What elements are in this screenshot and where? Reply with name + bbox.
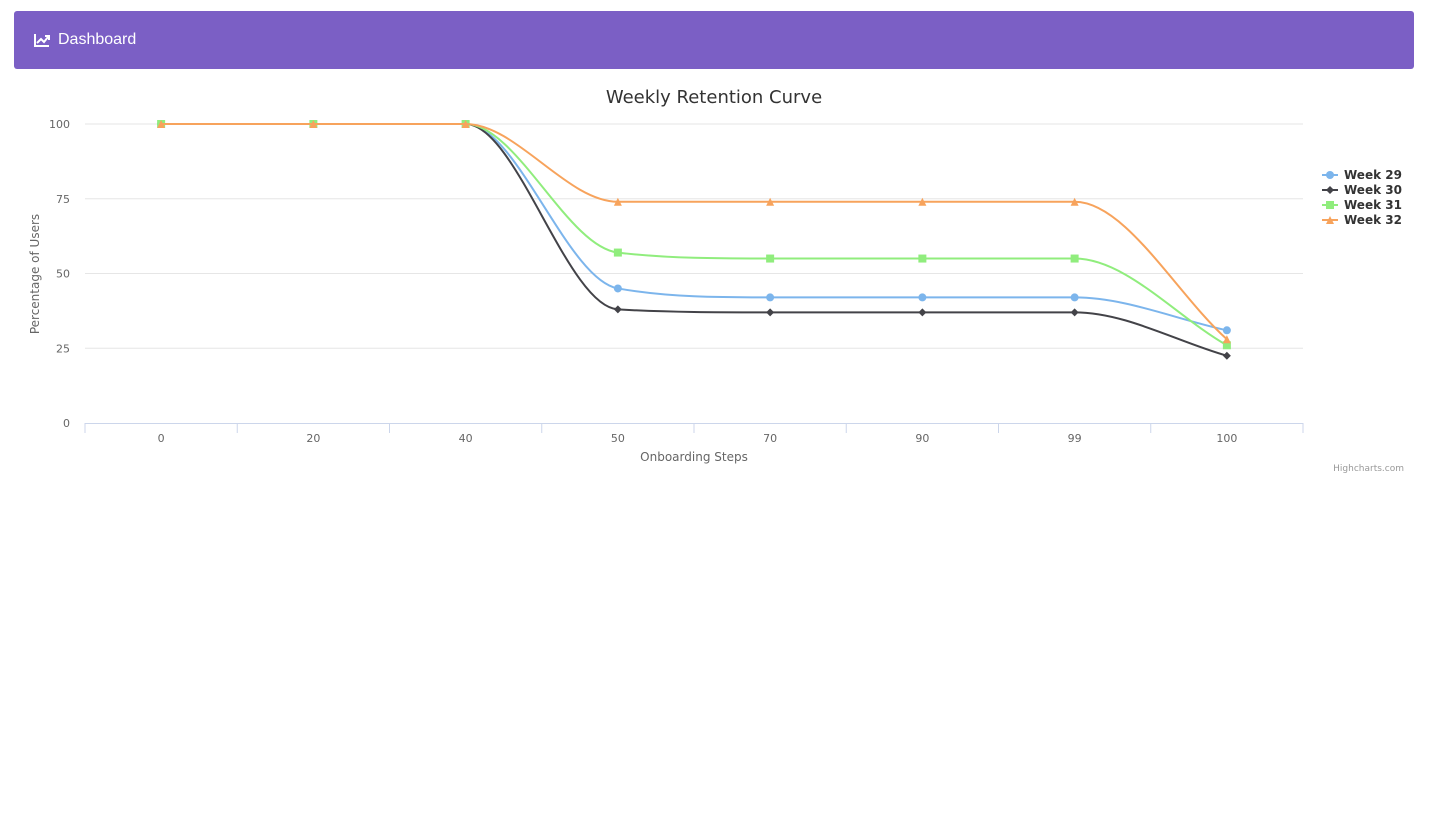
legend-label: Week 31	[1344, 197, 1402, 212]
legend-marker-circle	[1326, 170, 1334, 179]
x-tick-label: 90	[915, 432, 929, 445]
data-point-square[interactable]	[1070, 254, 1079, 263]
data-point-triangle[interactable]	[309, 120, 318, 128]
data-point-square[interactable]	[766, 254, 775, 263]
data-point-diamond[interactable]	[1222, 351, 1231, 360]
x-tick-label: 40	[459, 432, 473, 445]
y-tick-label: 25	[56, 342, 70, 355]
data-point-triangle[interactable]	[157, 120, 166, 128]
data-point-square[interactable]	[918, 254, 927, 263]
top-navbar: Dashboard	[14, 11, 1414, 69]
chart-legend: Week 29 Week 30 Week 31 Week 32	[1322, 167, 1422, 227]
legend-symbol	[1322, 200, 1338, 209]
data-point-circle[interactable]	[1222, 326, 1231, 335]
legend-label: Week 30	[1344, 182, 1402, 197]
series-week-31	[157, 120, 1231, 350]
legend-marker-triangle	[1326, 215, 1334, 224]
y-tick-label: 75	[56, 193, 70, 206]
y-tick-label: 0	[63, 417, 70, 430]
legend-label: Week 32	[1344, 212, 1402, 227]
legend-label: Week 29	[1344, 167, 1402, 182]
legend-item-week-31[interactable]: Week 31	[1322, 197, 1422, 212]
legend-symbol	[1322, 170, 1338, 179]
data-point-triangle[interactable]	[918, 197, 927, 206]
highcharts-credits-link[interactable]: Highcharts.com	[1333, 464, 1404, 474]
data-point-circle[interactable]	[613, 284, 622, 293]
data-point-circle[interactable]	[766, 293, 775, 302]
x-tick-label: 99	[1068, 432, 1082, 445]
data-point-diamond[interactable]	[613, 305, 622, 314]
retention-chart: Weekly Retention Curve 0 25 50 75 100 0 20 40 50…	[28, 87, 1304, 464]
series-week-30	[157, 120, 1231, 360]
series-week-32	[157, 120, 1231, 344]
legend-symbol	[1322, 185, 1338, 194]
data-point-diamond[interactable]	[766, 308, 775, 317]
legend-item-week-30[interactable]: Week 30	[1322, 182, 1422, 197]
chart-title: Weekly Retention Curve	[606, 87, 822, 108]
series-line[interactable]	[161, 123, 1228, 341]
x-tick-label: 70	[763, 432, 777, 445]
grid-lines	[85, 123, 1303, 349]
axes: 0 25 50 75 100 0 20 40 50 70 90 99 100	[49, 118, 1304, 445]
data-point-diamond[interactable]	[918, 308, 927, 317]
x-tick-label: 0	[158, 432, 165, 445]
x-tick-label: 20	[306, 432, 320, 445]
x-axis-title: Onboarding Steps	[640, 450, 748, 464]
data-point-triangle[interactable]	[613, 197, 622, 206]
series-line[interactable]	[161, 123, 1228, 332]
y-axis-title: Percentage of Users	[28, 214, 42, 334]
data-point-square[interactable]	[613, 248, 622, 257]
data-point-triangle[interactable]	[461, 120, 470, 128]
series-lines	[157, 120, 1231, 360]
legend-item-week-32[interactable]: Week 32	[1322, 212, 1422, 227]
data-point-triangle[interactable]	[1070, 197, 1079, 206]
x-tick-label: 50	[611, 432, 625, 445]
data-point-triangle[interactable]	[1222, 335, 1231, 344]
series-line[interactable]	[161, 123, 1228, 357]
y-tick-label: 50	[56, 268, 70, 281]
line-chart-icon	[34, 34, 50, 47]
x-tick-label: 100	[1216, 432, 1237, 445]
y-tick-label: 100	[49, 118, 70, 131]
legend-marker-diamond	[1326, 185, 1334, 194]
legend-marker-square	[1326, 200, 1334, 209]
dashboard-brand-link[interactable]: Dashboard	[34, 31, 136, 49]
retention-chart-container: Weekly Retention Curve 0 25 50 75 100 0 20 40 50…	[0, 80, 1434, 480]
dashboard-label: Dashboard	[58, 31, 137, 48]
data-point-diamond[interactable]	[1070, 308, 1079, 317]
data-point-triangle[interactable]	[766, 197, 775, 206]
data-point-square[interactable]	[1222, 341, 1231, 350]
data-point-circle[interactable]	[1070, 293, 1079, 302]
series-week-29	[157, 120, 1231, 335]
legend-symbol	[1322, 215, 1338, 224]
data-point-circle[interactable]	[918, 293, 927, 302]
legend-item-week-29[interactable]: Week 29	[1322, 167, 1422, 182]
